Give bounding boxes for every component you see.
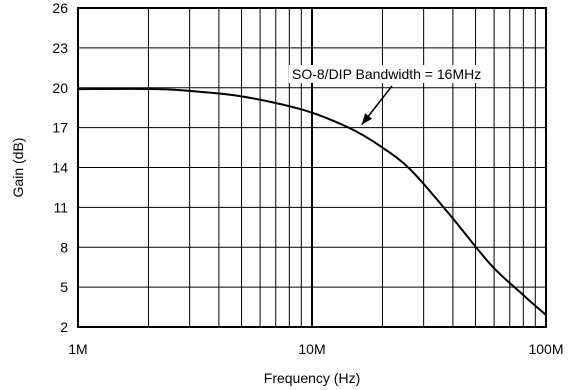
- y-tick-label: 20: [52, 80, 68, 96]
- bandwidth-annotation: SO-8/DIP Bandwidth = 16MHz: [292, 66, 481, 82]
- annotation-arrowhead: [361, 113, 373, 125]
- x-tick-label: 1M: [68, 341, 87, 357]
- tick-labels: 2 5 8 11 14 17 20 23 26 1M 10M 100M: [52, 0, 563, 357]
- y-tick-label: 11: [53, 199, 68, 215]
- annotation-layer: SO-8/DIP Bandwidth = 16MHz: [289, 65, 485, 126]
- x-tick-label: 100M: [528, 341, 563, 357]
- x-axis-title: Frequency (Hz): [264, 370, 360, 386]
- x-tick-label: 10M: [298, 341, 325, 357]
- plot-frame: [77, 7, 547, 328]
- y-tick-label: 8: [60, 239, 68, 255]
- grid: [77, 7, 547, 328]
- series-layer: [77, 87, 547, 316]
- annotation-background: [289, 65, 485, 83]
- gain-curve: [77, 87, 547, 316]
- y-tick-label: 2: [60, 319, 68, 335]
- y-axis-title: Gain (dB): [10, 138, 26, 198]
- y-tick-label: 23: [52, 40, 68, 56]
- y-tick-label: 17: [52, 120, 68, 136]
- y-tick-label: 5: [60, 279, 68, 295]
- y-tick-label: 26: [52, 0, 68, 16]
- y-tick-label: 14: [52, 160, 68, 176]
